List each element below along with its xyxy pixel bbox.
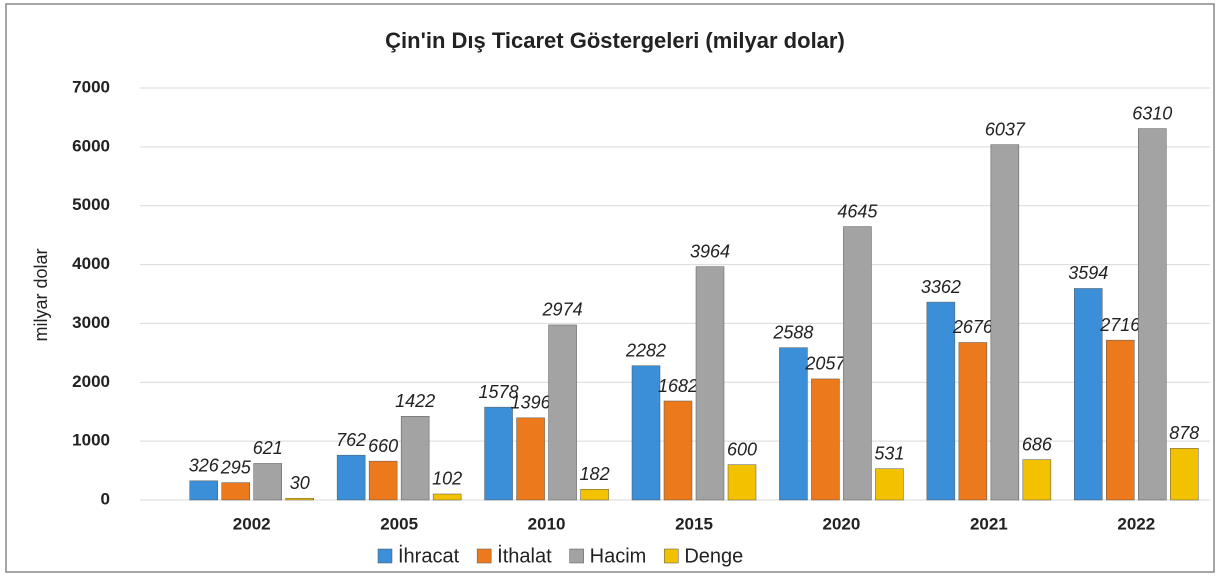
legend-label: İhracat bbox=[398, 544, 460, 567]
y-tick-label: 0 bbox=[101, 489, 110, 508]
x-tick-label: 2015 bbox=[675, 514, 713, 533]
bar bbox=[1138, 128, 1167, 501]
x-tick-label: 2005 bbox=[380, 514, 418, 533]
bar bbox=[663, 400, 693, 501]
x-tick-label: 2010 bbox=[528, 514, 566, 533]
x-tick-label: 2002 bbox=[233, 514, 271, 533]
bar bbox=[631, 365, 661, 501]
data-label: 2676 bbox=[952, 317, 994, 337]
bar bbox=[221, 482, 250, 501]
data-label: 660 bbox=[368, 436, 398, 456]
data-label: 2716 bbox=[1099, 315, 1141, 335]
data-label: 621 bbox=[253, 438, 283, 458]
bar bbox=[695, 266, 725, 501]
data-label: 1396 bbox=[511, 393, 552, 413]
bar bbox=[285, 497, 314, 501]
bar bbox=[1170, 448, 1199, 501]
y-axis-label: milyar dolar bbox=[31, 248, 51, 341]
y-tick-label: 6000 bbox=[72, 136, 110, 155]
data-label: 2282 bbox=[625, 340, 666, 360]
x-tick-label: 2021 bbox=[970, 514, 1008, 533]
legend-swatch bbox=[569, 548, 584, 564]
bar bbox=[336, 454, 366, 501]
data-label: 102 bbox=[432, 469, 462, 489]
bar bbox=[1074, 288, 1103, 501]
data-label: 2057 bbox=[804, 354, 846, 374]
data-label: 182 bbox=[580, 464, 610, 484]
y-tick-label: 4000 bbox=[72, 254, 110, 273]
bar bbox=[926, 301, 956, 501]
chart-title: Çin'in Dış Ticaret Göstergeleri (milyar … bbox=[385, 28, 845, 53]
bar bbox=[1022, 459, 1052, 501]
y-tick-label: 1000 bbox=[72, 431, 110, 450]
data-label: 30 bbox=[290, 473, 310, 493]
bar bbox=[990, 144, 1020, 501]
data-label: 1578 bbox=[479, 382, 519, 402]
bar bbox=[1106, 339, 1135, 501]
data-label: 3594 bbox=[1068, 263, 1108, 283]
bar bbox=[875, 468, 904, 501]
data-label: 3964 bbox=[690, 241, 730, 261]
legend-label: Denge bbox=[684, 545, 743, 567]
data-label: 531 bbox=[874, 443, 904, 463]
data-label: 2588 bbox=[772, 322, 813, 342]
bar bbox=[580, 489, 609, 501]
data-label: 686 bbox=[1022, 434, 1053, 454]
x-tick-label: 2020 bbox=[823, 514, 861, 533]
legend-label: İthalat bbox=[497, 544, 552, 567]
data-label: 878 bbox=[1169, 423, 1199, 443]
bar bbox=[727, 464, 757, 501]
bar bbox=[843, 226, 872, 501]
bar bbox=[548, 324, 577, 501]
bar bbox=[484, 406, 513, 501]
data-label: 2974 bbox=[542, 300, 583, 320]
data-label: 762 bbox=[336, 430, 366, 450]
legend-swatch bbox=[476, 548, 492, 564]
y-tick-label: 3000 bbox=[72, 313, 110, 332]
bar bbox=[516, 417, 545, 501]
data-label: 6310 bbox=[1132, 103, 1172, 123]
bar bbox=[811, 378, 840, 501]
legend-swatch bbox=[664, 548, 679, 564]
legend-swatch bbox=[377, 548, 393, 564]
data-label: 4645 bbox=[837, 201, 878, 221]
data-label: 600 bbox=[727, 439, 757, 459]
data-label: 295 bbox=[220, 457, 252, 477]
y-tick-label: 7000 bbox=[72, 77, 110, 96]
bar bbox=[400, 416, 430, 501]
bar bbox=[432, 493, 462, 501]
bar bbox=[253, 463, 282, 501]
data-label: 326 bbox=[189, 456, 220, 476]
bar bbox=[368, 460, 398, 501]
data-label: 1682 bbox=[658, 376, 698, 396]
bar bbox=[958, 342, 988, 501]
data-label: 6037 bbox=[985, 119, 1026, 139]
y-tick-label: 5000 bbox=[72, 195, 110, 214]
legend-label: Hacim bbox=[590, 545, 647, 567]
data-label: 1422 bbox=[395, 391, 435, 411]
bar bbox=[779, 347, 808, 501]
data-label: 3362 bbox=[921, 277, 961, 297]
x-tick-label: 2022 bbox=[1117, 514, 1155, 533]
y-tick-label: 2000 bbox=[72, 372, 110, 391]
bar bbox=[189, 480, 218, 501]
